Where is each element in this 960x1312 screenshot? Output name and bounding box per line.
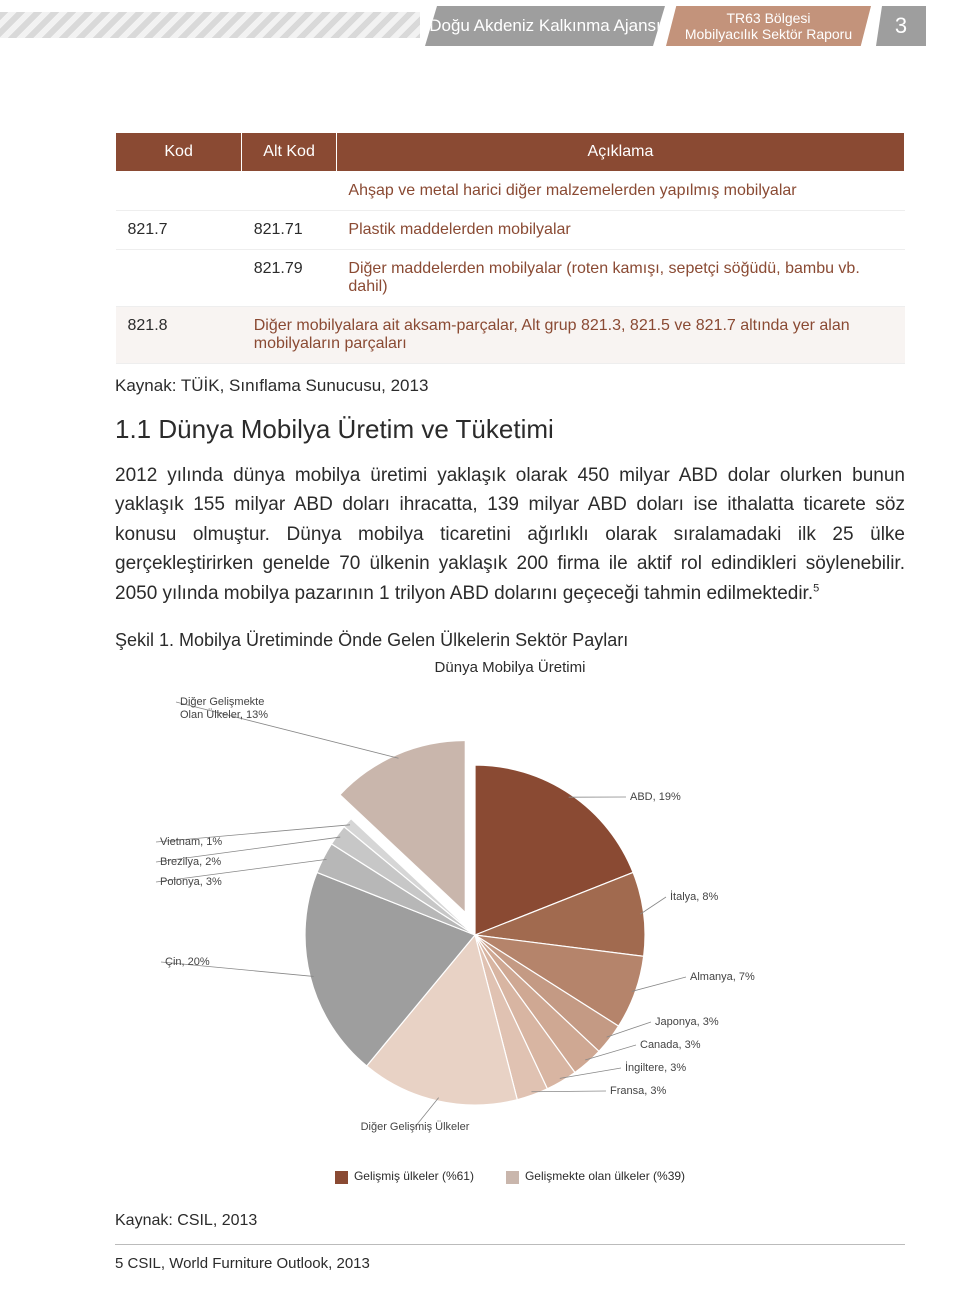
table-source: Kaynak: TÜİK, Sınıflama Sunucusu, 2013 [115, 376, 905, 396]
pie-svg: Diğer GelişmekteOlan Ülkeler, 13% ABD, 19… [115, 655, 905, 1155]
footnote: 5 CSIL, World Furniture Outlook, 2013 [115, 1255, 905, 1272]
slice-label: Çin, 20% [165, 956, 210, 968]
cell-kod [116, 172, 242, 211]
slice-label: Olan Ülkeler, 13% [180, 709, 268, 721]
slice-label: Diğer Gelişmiş Ülkeler [361, 1121, 470, 1133]
slice-label: Diğer Gelişmekte [180, 696, 264, 708]
body-sup: 5 [813, 582, 819, 594]
cell-desc: Diğer maddelerden mobilyalar (roten kamı… [336, 250, 904, 307]
page-number: 3 [876, 6, 926, 46]
th-desc: Açıklama [336, 133, 904, 172]
slice-label: Canada, 3% [640, 1039, 701, 1051]
pie-chart: Dünya Mobilya Üretimi Diğer GelişmekteOl… [115, 655, 905, 1175]
leader-line [632, 977, 686, 991]
figure-caption: Şekil 1. Mobilya Üretiminde Önde Gelen Ü… [115, 630, 905, 651]
cell-kod: 821.8 [116, 307, 242, 364]
slice-label: Brezilya, 2% [160, 856, 221, 868]
table-row: 821.8Diğer mobilyalara ait aksam-parçala… [116, 307, 905, 364]
cell-kod: 821.7 [116, 211, 242, 250]
chart-source: Kaynak: CSIL, 2013 [115, 1212, 905, 1230]
section-title: 1.1 Dünya Mobilya Üretim ve Tüketimi [115, 414, 905, 445]
cell-altkod: 821.79 [242, 250, 337, 307]
slice-label: Polonya, 3% [160, 876, 222, 888]
page-content: Kod Alt Kod Açıklama Ahşap ve metal hari… [0, 52, 960, 1272]
cell-altkod: 821.71 [242, 211, 337, 250]
header-report-l2: Mobilyacılık Sektör Raporu [685, 26, 852, 42]
header-report: TR63 Bölgesi Mobilyacılık Sektör Raporu [666, 6, 871, 46]
table-row: 821.7821.71Plastik maddelerden mobilyala… [116, 211, 905, 250]
cell-desc: Ahşap ve metal harici diğer malzemelerde… [336, 172, 904, 211]
footnote-separator [115, 1244, 905, 1245]
slice-label: Fransa, 3% [610, 1085, 666, 1097]
leader-line [640, 897, 666, 914]
classification-table: Kod Alt Kod Açıklama Ahşap ve metal hari… [115, 132, 905, 364]
slice-label: ABD, 19% [630, 791, 681, 803]
table-row: Ahşap ve metal harici diğer malzemelerde… [116, 172, 905, 211]
cell-kod [116, 250, 242, 307]
body-paragraph: 2012 yılında dünya mobilya üretimi yakla… [115, 461, 905, 608]
slice-label: Japonya, 3% [655, 1016, 719, 1028]
slice-label: Vietnam, 1% [160, 836, 222, 848]
cell-altkod [242, 172, 337, 211]
header-stripe [0, 12, 420, 38]
page-header: Doğu Akdeniz Kalkınma Ajansı TR63 Bölges… [0, 0, 960, 52]
cell-desc: Plastik maddelerden mobilyalar [336, 211, 904, 250]
cell-desc: Diğer mobilyalara ait aksam-parçalar, Al… [242, 307, 905, 364]
th-altkod: Alt Kod [242, 133, 337, 172]
th-kod: Kod [116, 133, 242, 172]
slice-label: Almanya, 7% [690, 971, 755, 983]
table-row: 821.79Diğer maddelerden mobilyalar (rote… [116, 250, 905, 307]
header-agency: Doğu Akdeniz Kalkınma Ajansı [425, 6, 665, 46]
slice-label: İtalya, 8% [670, 890, 719, 903]
slice-label: İngiltere, 3% [625, 1061, 686, 1074]
body-text: 2012 yılında dünya mobilya üretimi yakla… [115, 465, 905, 604]
header-report-l1: TR63 Bölgesi [726, 10, 810, 26]
